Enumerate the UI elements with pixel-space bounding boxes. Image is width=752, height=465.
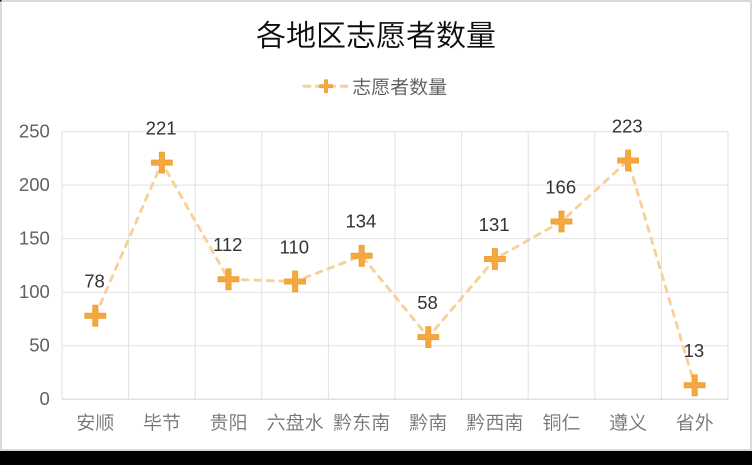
svg-text:134: 134: [345, 211, 376, 232]
svg-text:78: 78: [84, 271, 105, 292]
svg-text:50: 50: [29, 335, 50, 356]
svg-text:166: 166: [545, 176, 576, 197]
svg-text:0: 0: [40, 388, 50, 409]
svg-text:13: 13: [684, 340, 705, 361]
svg-text:110: 110: [280, 236, 310, 257]
svg-text:200: 200: [19, 174, 50, 195]
svg-text:223: 223: [612, 115, 643, 136]
svg-text:112: 112: [213, 234, 243, 255]
svg-text:131: 131: [479, 214, 510, 235]
svg-text:150: 150: [19, 228, 50, 249]
svg-text:250: 250: [19, 121, 50, 142]
svg-text:221: 221: [146, 117, 177, 138]
svg-text:100: 100: [19, 281, 50, 302]
svg-text:58: 58: [417, 292, 438, 313]
